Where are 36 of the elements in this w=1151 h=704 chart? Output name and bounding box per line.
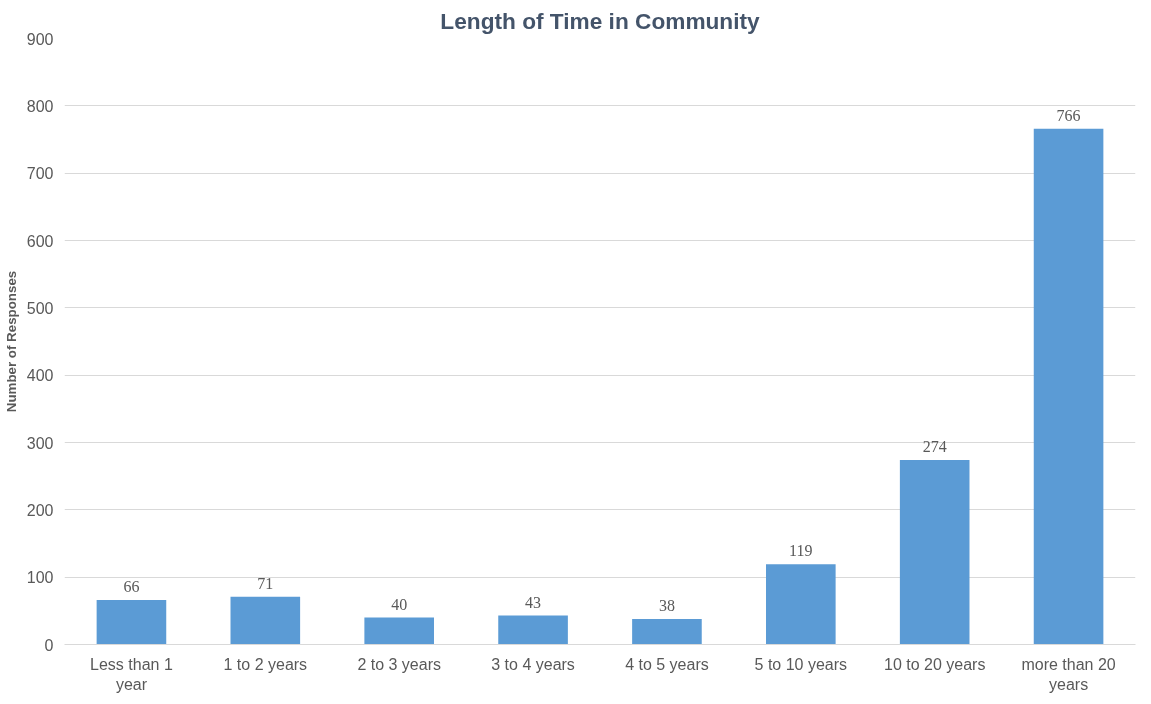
bar <box>1033 128 1104 645</box>
y-tick-label: 300 <box>26 434 54 452</box>
x-tick-label: 1 to 2 years <box>223 655 308 673</box>
y-tick-label: 0 <box>44 636 54 654</box>
data-label: 43 <box>525 593 542 611</box>
bar <box>632 618 702 645</box>
data-label: 71 <box>257 574 274 592</box>
data-label: 274 <box>922 438 947 456</box>
x-tick-label: 2 to 3 years <box>357 655 441 673</box>
y-tick-label: 400 <box>26 367 54 385</box>
y-tick-label: 800 <box>26 97 54 115</box>
bar <box>364 617 434 645</box>
y-tick-label: 600 <box>26 232 54 250</box>
data-label: 40 <box>391 595 408 613</box>
x-tick-label: 4 to 5 years <box>625 655 709 673</box>
y-tick-label: 700 <box>26 165 54 183</box>
x-tick-label: 3 to 4 years <box>491 655 575 673</box>
data-label: 766 <box>1056 106 1081 124</box>
y-tick-label: 900 <box>26 30 54 48</box>
data-label: 38 <box>658 596 675 614</box>
data-label: 66 <box>123 578 140 596</box>
y-axis-title: Number of Responses <box>3 270 19 413</box>
chart-title: Length of Time in Community <box>440 7 761 34</box>
bar <box>899 460 970 645</box>
x-tick-label: 5 to 10 years <box>754 655 848 673</box>
y-tick-label: 200 <box>26 501 54 519</box>
data-label: 119 <box>789 542 813 560</box>
x-tick-label: Less than 1 year <box>90 655 173 693</box>
bar <box>230 596 301 645</box>
bar <box>498 615 568 645</box>
y-tick-label: 500 <box>26 299 54 317</box>
x-tick-label: 10 to 20 years <box>883 655 986 673</box>
y-tick-label: 100 <box>26 569 54 587</box>
bar <box>96 600 167 645</box>
x-tick-label: more than 20 years <box>1021 655 1116 693</box>
bar <box>766 564 836 645</box>
